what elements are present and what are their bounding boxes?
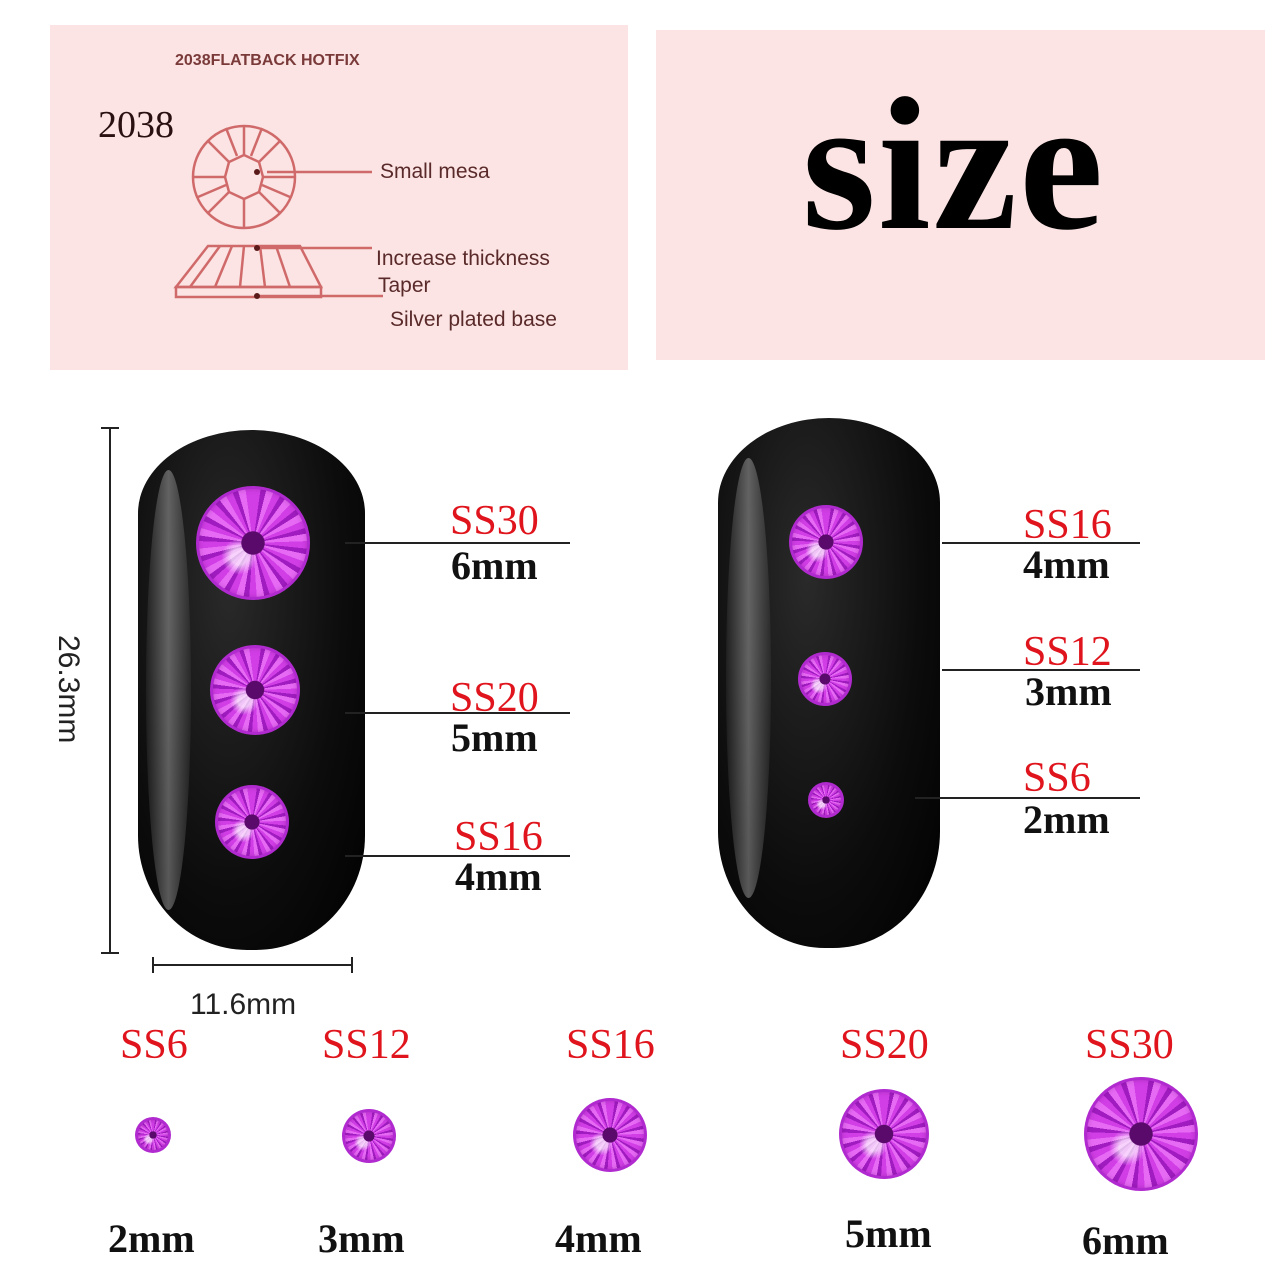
rhinestone-ss30 — [196, 486, 310, 600]
mm-label: 4mm — [1023, 542, 1110, 587]
rhinestone-ss20 — [210, 645, 300, 735]
mm-label: 6mm — [451, 543, 538, 588]
rhinestone-ss16 — [215, 785, 289, 859]
rhinestone-6mm — [1084, 1077, 1198, 1191]
rhinestone-4mm — [573, 1098, 647, 1172]
height-tick-bottom — [101, 952, 119, 954]
label-silver-plated-base: Silver plated base — [390, 308, 557, 331]
height-tick-top — [101, 427, 119, 429]
mm-label: 2mm — [1023, 797, 1110, 842]
rhinestone-ss12 — [798, 652, 852, 706]
width-label: 11.6mm — [190, 988, 297, 1021]
rhinestone-ss6 — [808, 782, 844, 818]
mm-label: 4mm — [455, 854, 542, 899]
size-row-mm-label: 3mm — [318, 1216, 405, 1261]
pointer-line — [345, 855, 570, 857]
ss-label: SS16 — [1023, 502, 1112, 548]
structure-diagram-panel: 2038FLATBACK HOTFIX 2038 — [50, 25, 628, 370]
size-title: size — [802, 60, 1106, 270]
width-tick-left — [152, 957, 154, 973]
size-row-ss-label: SS16 — [566, 1022, 655, 1068]
label-taper: Taper — [378, 274, 431, 297]
rhinestone-5mm — [839, 1089, 929, 1179]
height-label: 26.3mm — [52, 635, 85, 744]
size-row-ss-label: SS20 — [840, 1022, 929, 1068]
rhinestone-2mm — [135, 1117, 171, 1153]
size-row-mm-label: 6mm — [1082, 1218, 1169, 1263]
mm-label: 5mm — [451, 715, 538, 760]
mm-label: 3mm — [1025, 669, 1112, 714]
label-small-mesa: Small mesa — [380, 160, 490, 183]
model-number: 2038 — [98, 104, 174, 146]
ss-label: SS6 — [1023, 755, 1091, 801]
size-row-mm-label: 5mm — [845, 1211, 932, 1256]
pointer-line — [345, 712, 570, 714]
size-row-mm-label: 4mm — [555, 1216, 642, 1261]
rhinestone-3mm — [342, 1109, 396, 1163]
pointer-line — [345, 542, 570, 544]
pointer-line — [942, 669, 1140, 671]
size-row-ss-label: SS30 — [1085, 1022, 1174, 1068]
width-tick-right — [351, 957, 353, 973]
pointer-line — [915, 797, 1140, 799]
size-row-ss-label: SS12 — [322, 1022, 411, 1068]
title-panel — [656, 30, 1265, 360]
rhinestone-diagram — [173, 124, 383, 299]
ss-label: SS20 — [450, 675, 539, 721]
rhinestone-ss16 — [789, 505, 863, 579]
ss-label: SS16 — [454, 814, 543, 860]
size-row-mm-label: 2mm — [108, 1216, 195, 1261]
ss-label: SS30 — [450, 498, 539, 544]
width-dimension-line — [153, 964, 353, 966]
diagram-header: 2038FLATBACK HOTFIX — [175, 52, 360, 69]
size-row-ss-label: SS6 — [120, 1022, 188, 1068]
pointer-line — [942, 542, 1140, 544]
ss-label: SS12 — [1023, 629, 1112, 675]
label-increase-thickness: Increase thickness — [376, 247, 550, 270]
height-dimension-line — [109, 428, 111, 953]
